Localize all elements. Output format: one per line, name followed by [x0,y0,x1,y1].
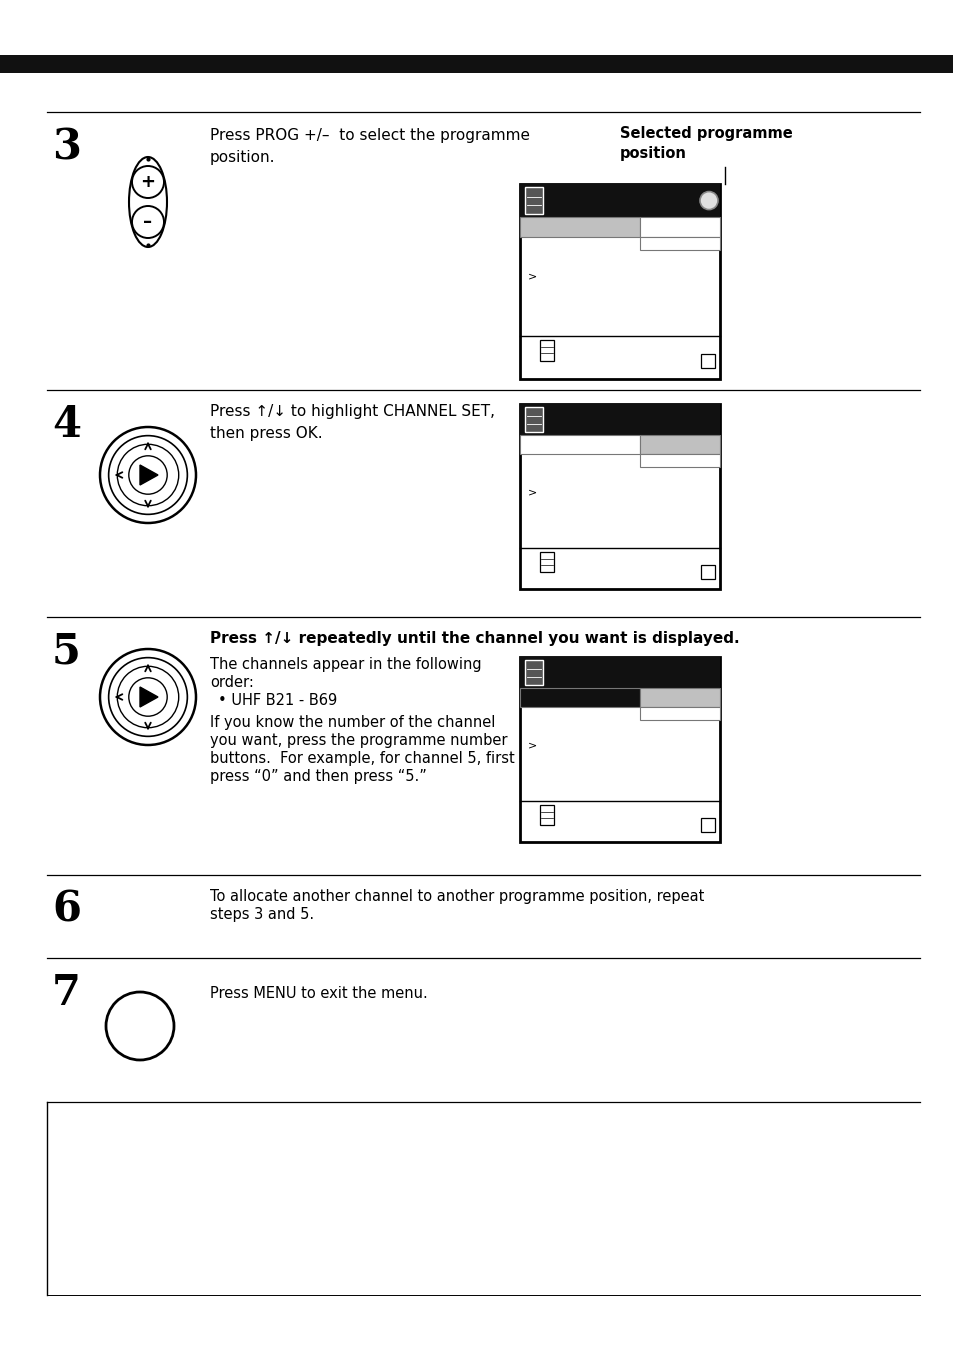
Text: • UHF B21 - B69: • UHF B21 - B69 [218,694,337,708]
Text: Press MENU to exit the menu.: Press MENU to exit the menu. [210,986,427,1000]
Text: 3: 3 [52,126,81,168]
Bar [639,218,720,237]
Bar [524,187,542,214]
Bar [519,657,720,688]
Bar [519,657,720,842]
Text: Press PROG +/–  to select the programme: Press PROG +/– to select the programme [210,128,530,143]
Bar [519,688,639,707]
Bar [539,339,554,361]
Bar [519,404,720,435]
Bar [519,404,720,589]
Text: –: – [143,214,152,231]
Bar [519,184,720,379]
Text: The channels appear in the following: The channels appear in the following [210,657,481,672]
Bar [700,818,714,833]
Text: steps 3 and 5.: steps 3 and 5. [210,907,314,922]
Bar [519,218,639,237]
Text: then press OK.: then press OK. [210,426,322,441]
Bar [700,354,714,368]
Circle shape [106,992,173,1060]
Circle shape [100,649,195,745]
Bar [639,435,720,454]
Text: order:: order: [210,675,253,690]
Bar [639,454,720,466]
Bar [539,552,554,572]
Bar [0,55,953,73]
Bar [524,660,542,685]
Circle shape [700,192,718,210]
Text: position: position [619,146,686,161]
Text: 7: 7 [52,972,81,1014]
Bar [639,707,720,719]
Bar [519,184,720,218]
Text: Press ↑/↓ to highlight CHANNEL SET,: Press ↑/↓ to highlight CHANNEL SET, [210,404,495,419]
Polygon shape [140,687,158,707]
Text: +: + [140,173,155,191]
Circle shape [109,657,187,737]
Circle shape [132,166,164,197]
Circle shape [117,667,178,727]
Bar [639,688,720,707]
Polygon shape [140,465,158,485]
Circle shape [109,435,187,514]
Circle shape [100,427,195,523]
Text: >: > [527,741,537,750]
Text: To allocate another channel to another programme position, repeat: To allocate another channel to another p… [210,890,703,904]
Bar [524,407,542,433]
Text: >: > [527,487,537,498]
Text: >: > [527,272,537,281]
Text: 4: 4 [52,404,81,446]
Text: position.: position. [210,150,275,165]
Circle shape [129,677,167,717]
Text: 6: 6 [52,890,81,932]
Bar [519,435,639,454]
Text: Selected programme: Selected programme [619,126,792,141]
Text: If you know the number of the channel: If you know the number of the channel [210,715,495,730]
Text: press “0” and then press “5.”: press “0” and then press “5.” [210,769,426,784]
Text: you want, press the programme number: you want, press the programme number [210,733,507,748]
Text: buttons.  For example, for channel 5, first: buttons. For example, for channel 5, fir… [210,750,515,767]
Text: Press ↑/↓ repeatedly until the channel you want is displayed.: Press ↑/↓ repeatedly until the channel y… [210,631,739,646]
Circle shape [132,206,164,238]
Bar [539,804,554,825]
Circle shape [117,445,178,506]
Circle shape [129,456,167,495]
Bar [700,565,714,580]
Bar [639,237,720,250]
Ellipse shape [129,157,167,247]
Text: 5: 5 [52,631,81,673]
